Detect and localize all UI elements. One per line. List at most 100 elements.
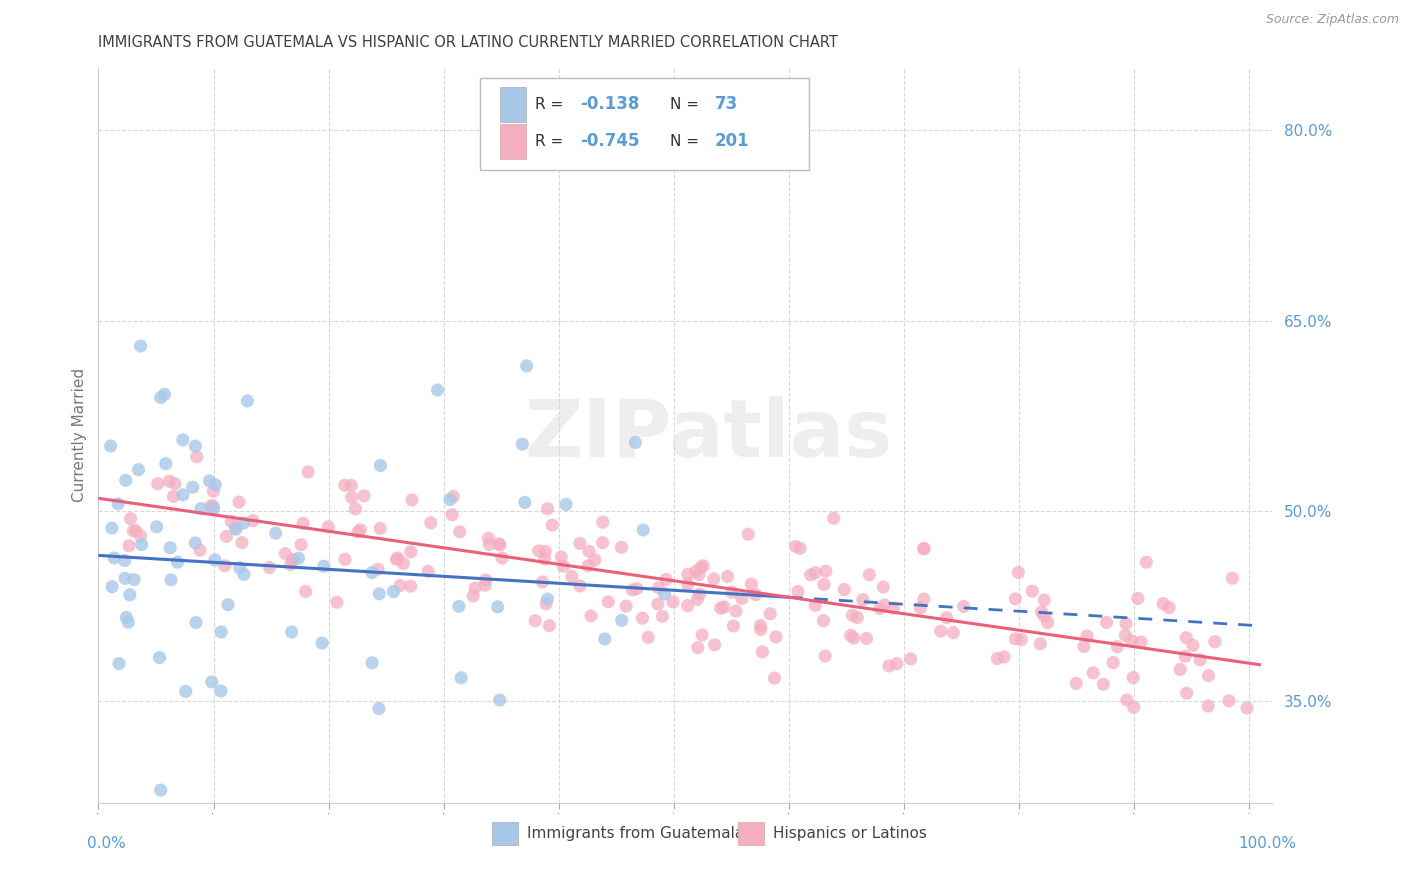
Point <box>120 511 142 525</box>
Point <box>101 521 124 535</box>
Point <box>1107 640 1129 654</box>
Point <box>1121 634 1143 648</box>
Point <box>160 573 183 587</box>
Point <box>852 592 875 607</box>
Text: N =: N = <box>671 97 704 112</box>
Point <box>162 490 184 504</box>
Point <box>1031 605 1053 619</box>
Point <box>744 588 766 602</box>
Point <box>488 537 510 551</box>
Point <box>217 598 239 612</box>
Point <box>647 581 669 595</box>
Point <box>823 511 845 525</box>
Point <box>534 597 557 611</box>
Point <box>614 599 637 614</box>
Point <box>592 515 614 529</box>
Point <box>149 391 172 405</box>
Point <box>184 536 207 550</box>
Point <box>1126 591 1149 606</box>
Point <box>242 513 264 527</box>
Point <box>1168 662 1191 676</box>
Text: N =: N = <box>671 134 704 149</box>
Point <box>474 573 496 587</box>
Point <box>1129 635 1152 649</box>
Point <box>688 567 710 582</box>
Point <box>765 630 787 644</box>
Point <box>264 526 287 541</box>
Point <box>655 573 678 587</box>
Point <box>910 600 932 615</box>
Point <box>200 499 222 513</box>
Point <box>1010 632 1032 647</box>
Point <box>201 499 224 513</box>
Point <box>1181 639 1204 653</box>
Point <box>839 628 862 642</box>
Point <box>872 580 894 594</box>
Point <box>555 498 578 512</box>
Point <box>814 649 837 664</box>
Point <box>685 564 707 578</box>
Point <box>117 615 139 629</box>
Point <box>153 387 176 401</box>
Point <box>399 579 422 593</box>
Point <box>578 544 600 558</box>
Point <box>488 693 510 707</box>
Point <box>370 458 392 473</box>
Point <box>749 623 772 637</box>
Point <box>418 565 440 579</box>
Point <box>568 579 591 593</box>
Point <box>488 538 510 552</box>
Point <box>1198 668 1220 682</box>
Point <box>280 625 302 640</box>
Point <box>986 651 1008 665</box>
Point <box>389 578 412 592</box>
Point <box>1036 615 1059 630</box>
Point <box>441 490 464 504</box>
Text: ZIPatlas: ZIPatlas <box>524 396 893 474</box>
Point <box>598 595 620 609</box>
Text: 201: 201 <box>714 132 749 150</box>
Point <box>873 598 896 612</box>
Point <box>204 553 226 567</box>
Point <box>201 674 224 689</box>
Point <box>703 638 725 652</box>
Point <box>231 535 253 549</box>
Point <box>214 558 236 573</box>
Point <box>1116 693 1139 707</box>
Point <box>751 645 773 659</box>
Point <box>157 474 180 488</box>
Point <box>122 573 145 587</box>
Point <box>311 636 333 650</box>
Point <box>464 581 486 595</box>
Point <box>181 480 204 494</box>
Point <box>107 497 129 511</box>
Point <box>716 569 738 583</box>
Point <box>579 608 602 623</box>
Point <box>477 531 499 545</box>
Point <box>1115 616 1137 631</box>
Point <box>145 520 167 534</box>
Bar <box>492 822 517 846</box>
Point <box>846 610 869 624</box>
Point <box>174 684 197 698</box>
Point <box>159 541 181 555</box>
Point <box>449 524 471 539</box>
Point <box>710 601 733 615</box>
Point <box>287 551 309 566</box>
Point <box>114 474 136 488</box>
Point <box>942 625 965 640</box>
Point <box>690 628 713 642</box>
Point <box>125 524 148 538</box>
Point <box>568 536 591 550</box>
Point <box>198 474 221 488</box>
Point <box>101 580 124 594</box>
Point <box>510 437 533 451</box>
Point <box>541 518 564 533</box>
Point <box>513 495 536 509</box>
Point <box>842 631 865 645</box>
Point <box>186 450 208 464</box>
Point <box>292 516 315 531</box>
Point <box>527 544 550 558</box>
Point <box>538 618 561 632</box>
Point <box>1175 631 1198 645</box>
